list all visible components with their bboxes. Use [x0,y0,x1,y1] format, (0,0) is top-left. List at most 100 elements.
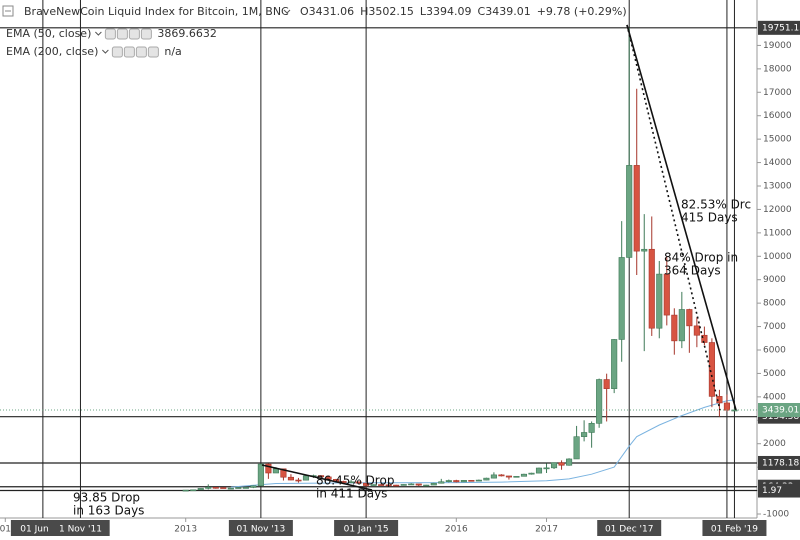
indicator-button[interactable] [128,28,140,40]
candle-body [182,489,189,492]
candle-body [505,475,512,478]
indicator-button[interactable] [116,28,128,40]
candle-body [257,463,264,487]
indicator-button[interactable] [123,46,135,58]
indicator-dropdown [102,49,109,54]
candle-body [626,165,633,258]
y-tick-label: 15000 [763,135,792,145]
candle-body [588,423,595,433]
x-tick-label: 01 Feb '19 [711,525,758,535]
y-tick-label: 7000 [763,322,786,332]
candle-body [535,467,543,474]
candle-body [731,409,738,412]
indicator-value: n/a [164,45,181,58]
candle-body [558,462,565,466]
ohlc-value: O3431.06 [300,5,354,18]
candle-body [295,479,302,482]
price-label: 1.97 [762,486,782,496]
candle-body [520,473,528,477]
indicator-name: EMA (50, close) [6,27,91,40]
y-tick-label: 8000 [763,299,786,309]
candle-body [438,481,445,484]
candle-body [317,475,325,478]
y-tick-label: 6000 [763,346,786,356]
indicator-button[interactable] [147,46,159,58]
x-tick-label: 2016 [445,525,468,535]
candle-body [460,480,467,483]
candle-body [363,482,370,486]
annotation-text: in 163 Days [73,504,144,518]
candle-body [468,480,475,482]
candle-body [227,487,234,490]
x-tick-label: 2017 [535,525,558,535]
y-tick-label: 16000 [763,111,792,121]
time-label-box [228,520,293,536]
indicator-button[interactable] [111,46,123,58]
last-price-box [758,403,800,418]
candle-body [302,475,310,481]
indicator-dropdown [95,31,102,36]
trend-line-dotted [626,24,721,411]
annotation-text: 82.53% Drc [681,198,751,212]
time-label-box [51,520,110,536]
candle-body [220,487,227,489]
candle-body [415,483,422,486]
candle-body [573,436,580,460]
y-tick-label: 2000 [763,439,786,449]
y-tick-label: 11000 [763,228,792,238]
candle-body [723,402,730,411]
candle-body [656,273,663,329]
candle-body [678,309,685,342]
candle-body [212,487,219,489]
y-tick-label: 9000 [763,275,786,285]
candle-body [528,472,535,475]
candle-body [648,248,655,329]
candle-body [393,484,400,487]
candle-body [596,379,603,424]
y-tick-label: 17000 [763,88,792,98]
x-tick-label: 2013 [174,525,197,535]
candle-body [370,484,377,486]
candle-body [190,489,197,492]
ohlc-value: H3502.15 [360,5,414,18]
candle-body [287,476,294,481]
x-tick-label: 01 Nov '13 [237,525,286,535]
candle-body [663,273,670,316]
candle-body [423,484,430,487]
y-tick-label: 10000 [763,252,792,262]
time-label-box [702,520,767,536]
price-label: 1178.18 [762,458,799,468]
dropdown-icon[interactable] [283,9,291,14]
candle-body [445,480,452,483]
y-tick-label: 12000 [763,205,792,215]
candle-body [708,342,715,397]
candle-body [483,477,490,481]
candle-body [385,484,392,487]
candle-body [550,462,558,469]
plot [0,0,757,518]
indicator-button[interactable] [135,46,147,58]
candle-body [408,483,415,486]
annotation-text: in 411 Days [316,487,387,501]
collapse-icon[interactable] [2,5,14,17]
candle-body [235,487,242,489]
candle-body [686,309,693,327]
candle-body [611,339,618,389]
annotation-text: 86.45% Drop [316,474,394,488]
y-tick-label: 18000 [763,64,792,74]
y-tick-label: -1000 [763,510,789,520]
y-tick-label: 5000 [763,369,786,379]
price-label-box [758,483,800,498]
x-tick-label: 1 Nov '11 [59,525,102,535]
ema-line [230,399,735,488]
indicator-button[interactable] [104,28,116,40]
candle-body [513,476,520,478]
chart-title: BraveNewCoin Liquid Index for Bitcoin, 1… [24,5,289,18]
last-price-label: 3439.01 [762,406,799,416]
candle-body [453,480,460,483]
price-label: 3154.58 [762,412,799,422]
candle-body [618,257,625,340]
indicator-button[interactable] [140,28,152,40]
y-tick-label: 19000 [763,41,792,51]
